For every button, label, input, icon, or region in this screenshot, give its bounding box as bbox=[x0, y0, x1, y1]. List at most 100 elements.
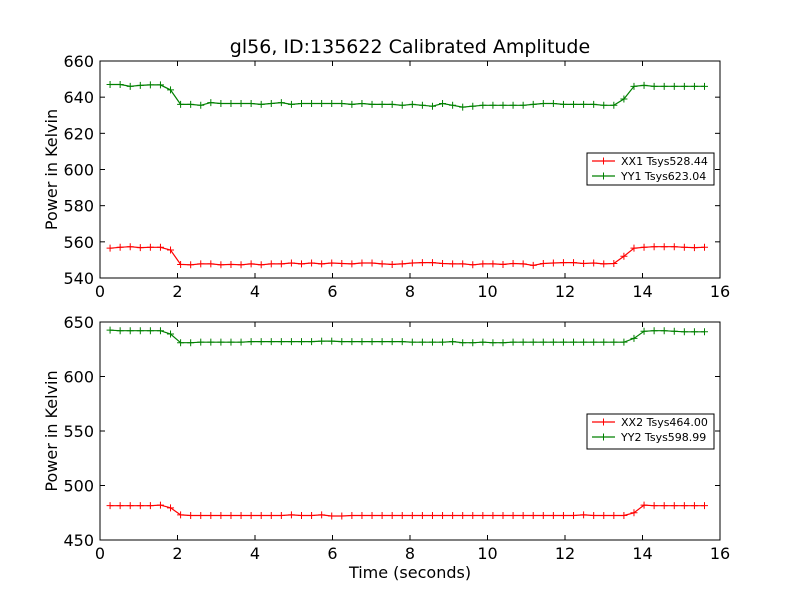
data-point-marker bbox=[388, 260, 396, 268]
data-point-marker bbox=[237, 261, 245, 269]
data-point-marker bbox=[449, 101, 457, 109]
data-point-marker bbox=[680, 243, 688, 251]
data-point-marker bbox=[116, 81, 124, 89]
y-tick-label: 540 bbox=[63, 269, 94, 288]
data-point-marker bbox=[398, 260, 406, 268]
data-point-marker bbox=[529, 511, 537, 519]
data-point-marker bbox=[469, 102, 477, 110]
data-point-marker bbox=[630, 244, 638, 252]
data-point-marker bbox=[459, 511, 467, 519]
data-point-marker bbox=[428, 259, 436, 267]
data-point-marker bbox=[489, 101, 497, 109]
data-point-marker bbox=[529, 100, 537, 108]
data-point-marker bbox=[418, 101, 426, 109]
data-point-marker bbox=[358, 259, 366, 267]
legend-label-1: YY2 Tsys598.99 bbox=[620, 431, 706, 444]
data-point-marker bbox=[449, 260, 457, 268]
series-XX1 Tsys528.44 bbox=[106, 243, 708, 269]
data-point-marker bbox=[701, 82, 708, 90]
x-axis-label: Time (seconds) bbox=[348, 563, 471, 582]
data-point-marker bbox=[459, 103, 467, 111]
data-point-marker bbox=[287, 259, 295, 267]
data-point-marker bbox=[257, 338, 265, 346]
data-point-marker bbox=[227, 511, 235, 519]
legend-marker-0 bbox=[600, 157, 607, 165]
data-point-marker bbox=[167, 330, 175, 338]
data-point-marker bbox=[439, 338, 447, 346]
legend-box bbox=[586, 413, 715, 450]
legend-marker-1 bbox=[600, 433, 607, 441]
data-point-marker bbox=[600, 511, 608, 519]
data-point-marker bbox=[187, 100, 195, 108]
data-point-marker bbox=[620, 338, 628, 346]
data-point-marker bbox=[680, 328, 688, 336]
data-point-marker bbox=[660, 502, 668, 510]
data-point-marker bbox=[701, 243, 708, 251]
data-point-marker bbox=[570, 259, 578, 267]
data-point-marker bbox=[549, 511, 557, 519]
data-point-marker bbox=[509, 511, 517, 519]
data-point-marker bbox=[227, 260, 235, 268]
data-point-marker bbox=[499, 339, 507, 347]
data-point-marker bbox=[146, 502, 154, 510]
data-point-marker bbox=[298, 99, 305, 107]
legend: XX1 Tsys528.44 YY1 Tsys623.04 bbox=[586, 152, 715, 186]
data-point-marker bbox=[570, 511, 578, 519]
data-point-marker bbox=[670, 82, 678, 90]
data-point-marker bbox=[610, 260, 618, 268]
data-point-marker bbox=[318, 260, 326, 268]
data-point-marker bbox=[277, 338, 285, 346]
data-point-marker bbox=[368, 511, 376, 519]
data-point-marker bbox=[509, 338, 517, 346]
data-point-marker bbox=[298, 260, 305, 268]
data-point-marker bbox=[308, 259, 316, 267]
y-tick-label: 560 bbox=[63, 233, 94, 252]
data-point-marker bbox=[660, 82, 668, 90]
data-point-marker bbox=[348, 100, 356, 108]
data-point-marker bbox=[650, 82, 658, 90]
data-point-marker bbox=[378, 511, 386, 519]
y-tick-label: 600 bbox=[63, 368, 94, 387]
data-point-marker bbox=[418, 259, 426, 267]
data-point-marker bbox=[348, 260, 356, 268]
data-point-marker bbox=[439, 99, 447, 107]
x-tick-label: 4 bbox=[250, 282, 260, 301]
data-point-marker bbox=[469, 261, 477, 269]
data-point-marker bbox=[207, 338, 215, 346]
data-point-marker bbox=[187, 261, 195, 269]
data-point-marker bbox=[620, 252, 628, 260]
data-point-marker bbox=[318, 337, 326, 345]
data-point-marker bbox=[146, 81, 154, 89]
data-point-marker bbox=[509, 101, 517, 109]
data-point-marker bbox=[408, 338, 416, 346]
data-point-marker bbox=[156, 501, 164, 509]
data-point-marker bbox=[378, 260, 386, 268]
y-tick-label: 450 bbox=[63, 531, 94, 550]
data-point-marker bbox=[650, 243, 658, 251]
x-tick-label: 8 bbox=[405, 282, 415, 301]
y-tick-label: 640 bbox=[63, 88, 94, 107]
data-point-marker bbox=[479, 511, 487, 519]
y-tick-label: 660 bbox=[63, 52, 94, 71]
data-point-marker bbox=[358, 511, 366, 519]
data-point-marker bbox=[630, 334, 638, 342]
data-point-marker bbox=[308, 99, 316, 107]
data-point-marker bbox=[499, 101, 507, 109]
data-point-marker bbox=[559, 338, 567, 346]
data-point-marker bbox=[287, 338, 295, 346]
data-point-marker bbox=[469, 511, 477, 519]
data-point-marker bbox=[489, 511, 497, 519]
x-tick-label: 16 bbox=[710, 544, 730, 563]
data-point-marker bbox=[318, 99, 326, 107]
y-tick-label: 600 bbox=[63, 161, 94, 180]
data-point-marker bbox=[590, 511, 598, 519]
data-point-marker bbox=[368, 338, 376, 346]
legend-marker-0 bbox=[600, 418, 607, 426]
data-point-marker bbox=[428, 511, 436, 519]
data-point-marker bbox=[136, 327, 144, 335]
data-point-marker bbox=[227, 99, 235, 107]
data-point-marker bbox=[247, 99, 255, 107]
data-point-marker bbox=[277, 99, 285, 107]
data-point-marker bbox=[418, 511, 426, 519]
